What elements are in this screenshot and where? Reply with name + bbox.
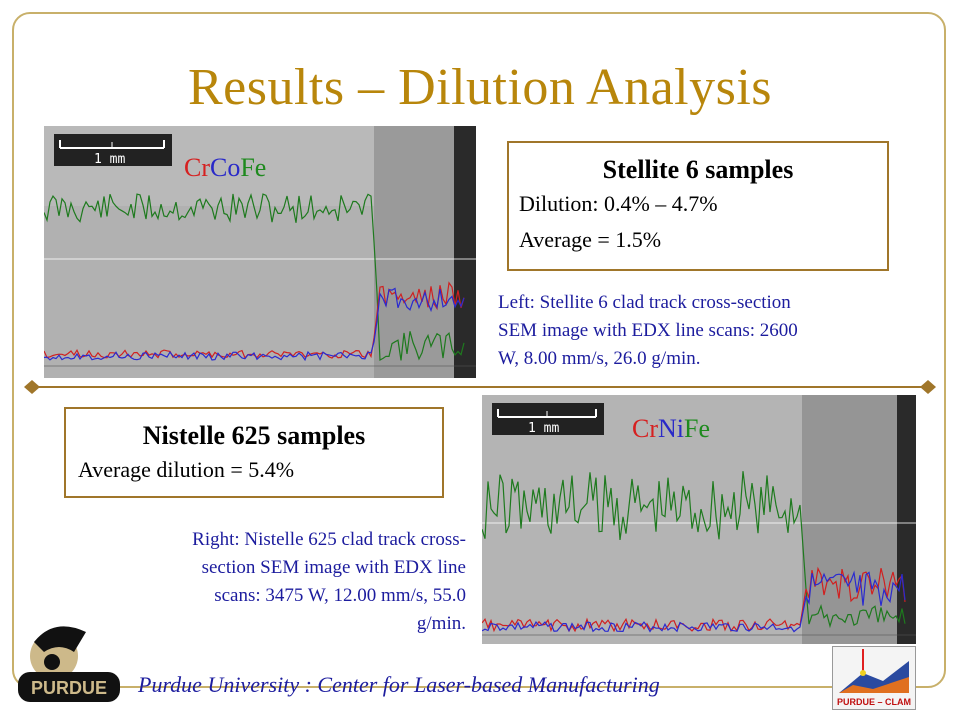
caption-line: SEM image with EDX line scans: 2600 [498, 320, 798, 341]
element-label-ni: Ni [658, 414, 684, 443]
nistelle-sem-image: 1 mm CrNiFe [482, 395, 916, 644]
purdue-logo-text: PURDUE [31, 678, 107, 698]
stellite-caption: Left: Stellite 6 clad track cross-sectio… [498, 289, 898, 373]
caption-line: g/min. [416, 613, 466, 634]
element-label-fe: Fe [240, 153, 266, 182]
scale-bar-label: 1 mm [94, 152, 125, 167]
caption-line: Left: Stellite 6 clad track cross-sectio… [498, 292, 791, 313]
element-label-cr: Cr [184, 153, 210, 182]
edx-line-fe [482, 471, 906, 629]
nistelle-results-box: Nistelle 625 samples Average dilution = … [64, 407, 444, 498]
caption-line: Right: Nistelle 625 clad track cross- [192, 529, 466, 550]
stellite-sem-image: 1 mm CrCoFe [44, 126, 476, 378]
stellite-average: Average = 1.5% [519, 227, 662, 252]
section-divider [24, 380, 936, 394]
stellite-results-box: Stellite 6 samples Dilution: 0.4% – 4.7%… [507, 141, 889, 271]
clam-logo-text: PURDUE – CLAM [836, 697, 911, 707]
nistelle-average-dilution: Average dilution = 5.4% [78, 457, 295, 482]
caption-line: W, 8.00 mm/s, 26.0 g/min. [498, 348, 701, 369]
edx-line-fe [44, 192, 465, 361]
stellite-dilution-range: Dilution: 0.4% – 4.7% [519, 191, 718, 216]
edx-line-co [44, 287, 465, 362]
element-label-fe: Fe [684, 414, 710, 443]
slide-frame [12, 12, 946, 688]
caption-line: scans: 3475 W, 12.00 mm/s, 55.0 [214, 585, 466, 606]
purdue-logo: PURDUE [18, 626, 120, 702]
element-label-group: CrNiFe [632, 414, 710, 443]
edx-line-ni [482, 570, 906, 633]
nistelle-heading: Nistelle 625 samples [142, 421, 366, 450]
footer-text: Purdue University : Center for Laser-bas… [138, 672, 660, 697]
caption-line: section SEM image with EDX line [201, 557, 466, 578]
element-label-group: CrCoFe [184, 153, 266, 182]
edx-line-cr [44, 281, 465, 360]
element-label-cr: Cr [632, 414, 658, 443]
clam-logo: PURDUE – CLAM [832, 646, 916, 710]
slide-title: Results – Dilution Analysis [187, 59, 773, 116]
stellite-heading: Stellite 6 samples [602, 155, 794, 184]
nistelle-caption: Right: Nistelle 625 clad track cross- se… [70, 526, 466, 638]
scale-bar-label: 1 mm [528, 421, 559, 436]
element-label-co: Co [210, 153, 240, 182]
